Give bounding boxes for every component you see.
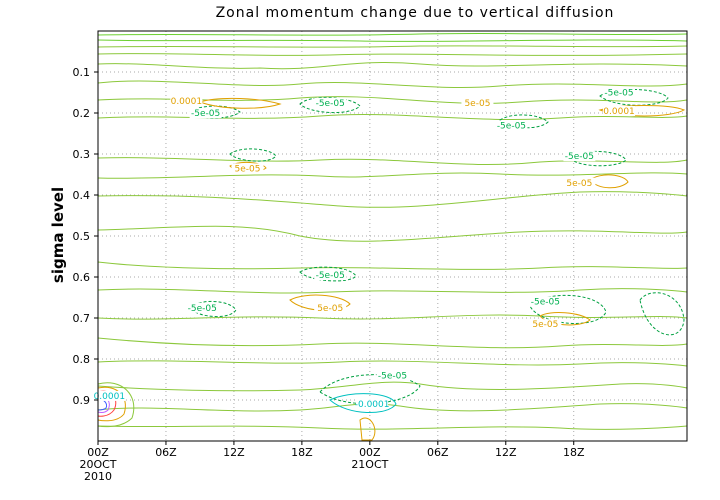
x-tick-label: 18Z xyxy=(291,446,313,459)
x-tick-label: 00Z xyxy=(87,446,109,459)
x-tick-label: 12Z xyxy=(223,446,245,459)
contour-label: -5e-05 xyxy=(497,121,526,131)
y-axis-label: sigma level xyxy=(49,187,67,283)
contour-line xyxy=(97,62,688,70)
contour-line xyxy=(97,382,135,428)
contour-label: -5e-05 xyxy=(604,89,633,99)
contour-line xyxy=(319,374,421,405)
contour-label: -5e-05 xyxy=(565,152,594,162)
y-tick-label: 0.6 xyxy=(73,271,91,284)
contour-label: 5e-05 xyxy=(566,179,592,189)
x-tick-sublabel: 2010 xyxy=(84,470,112,483)
contour-label: 0.0001 xyxy=(603,107,635,117)
contour-line xyxy=(97,337,688,349)
contour-line xyxy=(529,294,607,324)
contour-label-bg xyxy=(231,163,264,174)
contour-line xyxy=(97,172,688,179)
x-tick-label: 06Z xyxy=(427,446,449,459)
contour-line xyxy=(97,157,688,165)
contour-labels: 0.0001 -5e-05 5e-05 -5e-05 5e-05 -5e-05 -5e-05… xyxy=(93,87,636,410)
contour-label-bg xyxy=(189,108,222,119)
contour-label-bg xyxy=(563,177,596,188)
contour-line xyxy=(97,80,688,89)
contour-label: -5e-05 xyxy=(316,271,345,281)
contour-lines xyxy=(97,32,688,441)
contour-line xyxy=(229,148,277,162)
contour-label-bg xyxy=(314,302,347,313)
contour-label: -5e-05 xyxy=(531,298,560,308)
contour-label: 5e-05 xyxy=(317,304,343,314)
contour-label: -0.0001 xyxy=(355,400,390,410)
contour-label-bg xyxy=(495,120,528,131)
y-tick-label: 0.7 xyxy=(73,312,91,325)
contour-label-bg xyxy=(186,302,219,313)
contour-line xyxy=(97,39,688,42)
contour-label-bg xyxy=(376,370,409,381)
contour-label: 0.0001 xyxy=(171,97,203,107)
contour-label-bg xyxy=(603,87,636,98)
contour-line xyxy=(97,225,688,242)
contour-label-bg xyxy=(356,399,389,410)
x-tick-label: 12Z xyxy=(495,446,517,459)
y-tick-label: 0.2 xyxy=(73,107,91,120)
contour-line xyxy=(589,174,629,189)
contour-line xyxy=(97,386,126,422)
y-axis-ticks: 0.1 0.2 0.3 0.4 0.5 0.6 0.7 0.8 0.9 xyxy=(73,66,98,407)
chart-title: Zonal momentum change due to vertical di… xyxy=(216,5,615,21)
contour-line xyxy=(289,294,351,311)
contour-line xyxy=(329,393,397,414)
contour-label: -5e-05 xyxy=(188,304,217,314)
contour-line xyxy=(639,292,685,336)
contour-label: 5e-05 xyxy=(532,320,558,330)
contour-line xyxy=(359,417,376,441)
contour-label-bg xyxy=(461,97,494,108)
contour-label: 5e-05 xyxy=(464,99,490,109)
x-tick-sublabel: 20OCT xyxy=(79,458,116,471)
contour-line xyxy=(97,403,688,412)
contour-line xyxy=(97,45,688,48)
contour-line xyxy=(97,360,688,367)
contour-label-bg xyxy=(529,319,562,330)
contour-line xyxy=(97,113,688,121)
contour-line xyxy=(97,261,688,270)
contour-label: -5e-05 xyxy=(316,99,345,109)
x-tick-label: 00Z xyxy=(359,446,381,459)
contour-label-bg xyxy=(170,95,203,106)
contour-label-bg xyxy=(314,270,347,280)
y-tick-label: 0.4 xyxy=(73,189,91,202)
contour-label: 0.0001 xyxy=(94,392,126,402)
y-tick-label: 0.9 xyxy=(73,394,91,407)
contour-line xyxy=(97,381,688,392)
contour-label-bg xyxy=(93,390,126,401)
x-tick-sublabel: 21OCT xyxy=(351,458,388,471)
contour-label: 5e-05 xyxy=(235,164,261,174)
contour-line xyxy=(189,301,237,317)
contour-line xyxy=(97,53,688,56)
y-tick-label: 0.8 xyxy=(73,353,91,366)
contour-line xyxy=(97,32,688,36)
x-tick-label: 18Z xyxy=(563,446,585,459)
contour-label-bg xyxy=(563,151,596,162)
contour-line xyxy=(97,288,688,294)
y-tick-label: 0.5 xyxy=(73,230,91,243)
y-tick-label: 0.1 xyxy=(73,66,91,79)
contour-label-bg xyxy=(529,296,562,307)
contour-label: -5e-05 xyxy=(191,109,220,119)
contour-label-bg xyxy=(603,106,636,116)
contour-line xyxy=(97,425,688,430)
contour-label-bg xyxy=(314,97,347,108)
contour-line xyxy=(97,314,688,320)
contour-label: -5e-05 xyxy=(378,371,407,381)
contour-line xyxy=(198,97,282,109)
y-tick-label: 0.3 xyxy=(73,148,91,161)
x-tick-label: 06Z xyxy=(155,446,177,459)
contour-line xyxy=(97,191,688,208)
